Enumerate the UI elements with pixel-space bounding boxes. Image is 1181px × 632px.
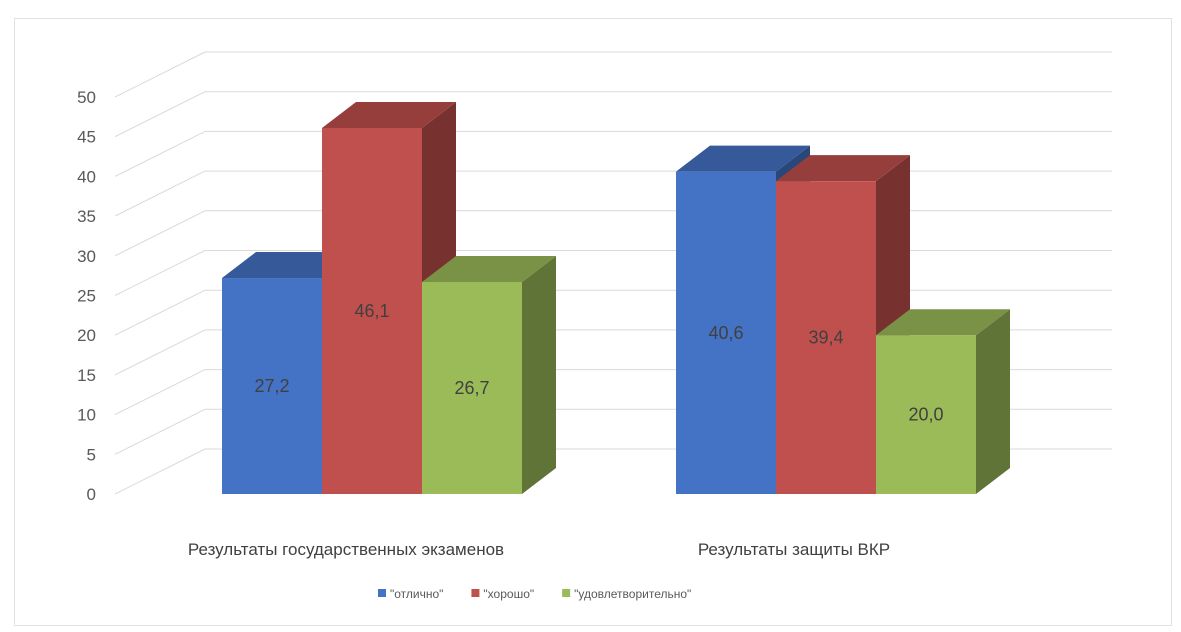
y-tick-label: 40 xyxy=(77,167,96,186)
bar-side xyxy=(976,309,1010,494)
bar xyxy=(322,127,422,494)
gridline-diagonal xyxy=(114,329,206,376)
legend-swatch xyxy=(471,589,480,597)
bar-top xyxy=(876,309,1010,336)
legend-entry: "удовлетворительно" xyxy=(574,587,691,601)
gridline-diagonal xyxy=(114,408,206,455)
bar xyxy=(776,181,876,494)
gridline-diagonal xyxy=(114,448,206,495)
y-tick-label: 35 xyxy=(77,207,96,226)
legend-swatch xyxy=(562,589,571,597)
y-tick-label: 10 xyxy=(77,406,96,425)
y-tick-label: 50 xyxy=(77,88,96,107)
y-tick-label: 25 xyxy=(77,287,96,306)
data-label: 27,2 xyxy=(254,376,289,396)
gridline-diagonal xyxy=(114,51,206,98)
gridline-diagonal xyxy=(114,210,206,257)
bar xyxy=(422,282,522,494)
legend-swatch xyxy=(378,589,386,597)
x-category-label: Результаты государственных экзаменов xyxy=(188,540,504,559)
bar-top xyxy=(322,101,456,128)
bar-top xyxy=(776,155,910,182)
data-label: 39,4 xyxy=(808,328,843,348)
gridline-diagonal xyxy=(114,91,206,138)
data-label: 20,0 xyxy=(908,405,943,425)
y-tick-label: 20 xyxy=(77,326,96,345)
y-tick-label: 30 xyxy=(77,247,96,266)
y-tick-label: 15 xyxy=(77,366,96,385)
bar-side xyxy=(522,256,556,494)
bar-top xyxy=(676,145,810,172)
y-tick-label: 45 xyxy=(77,128,96,147)
gridline-diagonal xyxy=(114,130,206,177)
data-label: 26,7 xyxy=(454,378,489,398)
gridline-diagonal xyxy=(114,289,206,336)
y-tick-label: 5 xyxy=(87,445,96,464)
bar xyxy=(222,278,322,494)
gridline-diagonal xyxy=(114,369,206,416)
x-category-label: Результаты защиты ВКР xyxy=(698,540,890,559)
gridline-diagonal xyxy=(114,250,206,296)
legend-entry: "хорошо" xyxy=(483,587,534,601)
data-label: 40,6 xyxy=(708,323,743,343)
gridline-diagonal xyxy=(114,170,206,217)
legend-entry: "отлично" xyxy=(390,587,443,601)
bar xyxy=(876,335,976,494)
y-tick-label: 0 xyxy=(87,485,96,504)
bar-top xyxy=(422,256,556,283)
data-label: 46,1 xyxy=(354,301,389,321)
bar xyxy=(676,171,776,495)
